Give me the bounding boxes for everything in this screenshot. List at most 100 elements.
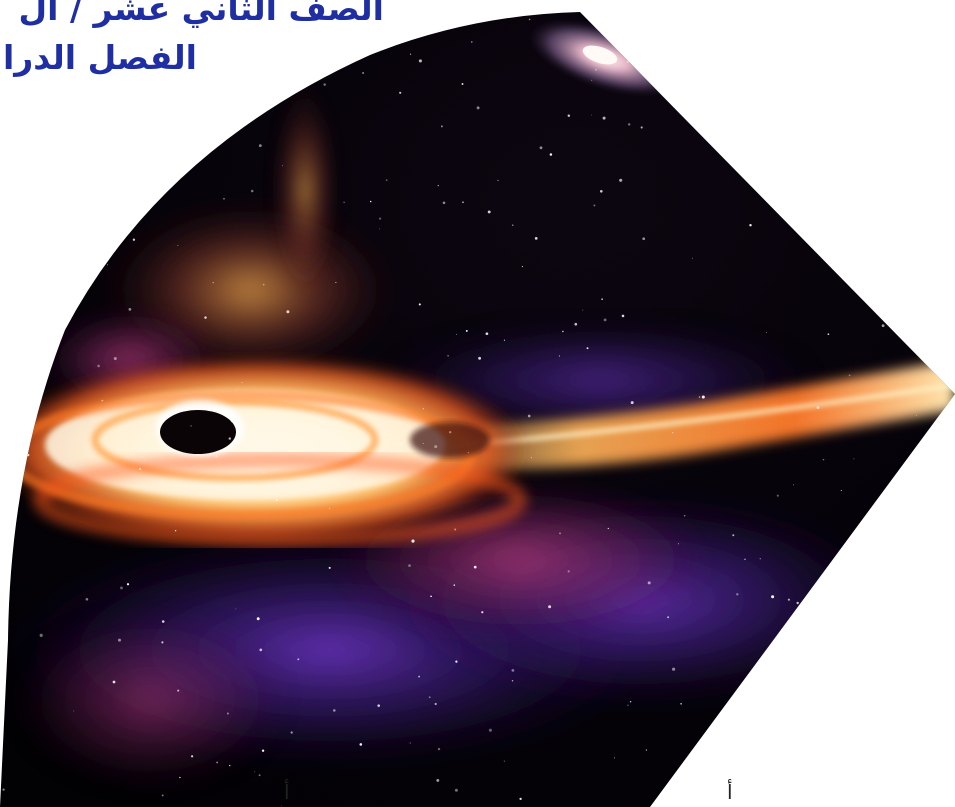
star xyxy=(241,382,243,384)
star xyxy=(781,194,785,198)
star xyxy=(511,680,514,682)
star xyxy=(911,261,914,264)
star xyxy=(3,464,7,468)
star xyxy=(923,497,926,500)
star xyxy=(359,743,363,746)
star xyxy=(776,494,779,497)
star xyxy=(128,179,131,182)
star xyxy=(601,298,603,300)
star xyxy=(230,420,233,423)
star xyxy=(918,83,921,86)
bottom-mark-right: أ xyxy=(727,780,733,804)
star xyxy=(22,123,25,126)
star xyxy=(124,144,128,148)
star xyxy=(428,696,431,699)
star xyxy=(179,776,181,779)
star xyxy=(832,663,835,666)
star xyxy=(455,660,458,663)
star xyxy=(177,244,179,246)
star xyxy=(397,436,399,438)
star xyxy=(229,764,231,767)
star xyxy=(48,296,51,299)
star xyxy=(840,103,842,105)
star xyxy=(698,396,701,398)
dark-knot xyxy=(410,422,490,458)
star xyxy=(627,704,629,706)
star xyxy=(816,406,820,409)
star xyxy=(161,620,165,623)
star xyxy=(461,83,464,85)
star xyxy=(254,771,256,773)
star xyxy=(112,152,115,155)
star xyxy=(645,749,648,751)
star xyxy=(275,498,278,501)
star xyxy=(141,134,143,136)
star xyxy=(384,433,387,435)
title-line-grade: الصف الثاني عشر / ال xyxy=(18,0,384,28)
star xyxy=(754,109,756,111)
star xyxy=(478,356,482,360)
star xyxy=(672,432,674,434)
star xyxy=(259,648,263,652)
star xyxy=(128,308,132,311)
star xyxy=(262,283,265,286)
star xyxy=(12,197,14,199)
star xyxy=(228,437,232,440)
star xyxy=(369,200,372,203)
star xyxy=(749,224,752,227)
star xyxy=(67,178,69,180)
star xyxy=(503,760,505,762)
magenta-nebula-low xyxy=(10,610,290,790)
star xyxy=(599,189,603,193)
star xyxy=(810,715,814,719)
star xyxy=(787,598,790,601)
star xyxy=(236,389,238,391)
star xyxy=(107,264,109,266)
star xyxy=(161,641,164,644)
star xyxy=(582,309,584,311)
star xyxy=(915,414,917,416)
star xyxy=(226,712,229,715)
star xyxy=(235,608,237,610)
star xyxy=(66,129,68,131)
star xyxy=(312,411,314,413)
star xyxy=(290,731,293,734)
star xyxy=(161,794,164,797)
star xyxy=(323,83,326,86)
star xyxy=(258,774,261,777)
star xyxy=(147,482,149,484)
tidal-stream xyxy=(420,360,955,470)
star xyxy=(177,689,180,692)
star xyxy=(454,788,458,792)
star xyxy=(928,229,930,231)
star xyxy=(130,207,133,210)
star xyxy=(250,189,254,193)
star xyxy=(691,257,693,259)
star xyxy=(409,742,411,744)
star xyxy=(9,273,13,276)
star xyxy=(562,330,564,333)
star xyxy=(626,60,629,63)
star xyxy=(683,515,686,517)
star xyxy=(744,558,746,560)
star xyxy=(378,217,382,220)
star xyxy=(487,210,491,214)
star xyxy=(0,392,2,395)
star xyxy=(845,36,848,40)
star xyxy=(640,126,643,129)
disk-ring-3 xyxy=(33,453,527,547)
star xyxy=(22,276,25,279)
star xyxy=(297,658,300,661)
star xyxy=(567,114,571,117)
star xyxy=(846,764,848,766)
star xyxy=(904,264,907,268)
star xyxy=(2,788,5,791)
star xyxy=(936,372,938,374)
star xyxy=(26,453,30,457)
disk-ring-1 xyxy=(92,399,378,481)
star xyxy=(638,2,639,3)
star xyxy=(190,425,192,427)
star xyxy=(120,586,123,590)
star xyxy=(827,333,830,336)
